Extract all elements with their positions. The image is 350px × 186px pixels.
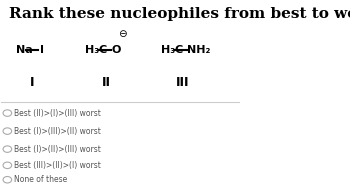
Text: NH₂: NH₂ [187, 45, 210, 55]
Text: Best (III)>(II)>(I) worst: Best (III)>(II)>(I) worst [14, 161, 102, 170]
Text: II: II [102, 76, 111, 89]
Text: I: I [30, 76, 35, 89]
Text: H₃C: H₃C [161, 45, 183, 55]
Text: O: O [112, 45, 121, 55]
Text: Best (I)>(III)>(II) worst: Best (I)>(III)>(II) worst [14, 127, 102, 136]
Text: ⊖: ⊖ [118, 29, 127, 39]
Text: Best (I)>(II)>(III) worst: Best (I)>(II)>(III) worst [14, 145, 102, 154]
Text: None of these: None of these [14, 175, 68, 184]
Text: H₃C: H₃C [85, 45, 107, 55]
Text: Rank these nucleophiles from best to worst: Rank these nucleophiles from best to wor… [8, 7, 350, 21]
Text: Best (II)>(I)>(III) worst: Best (II)>(I)>(III) worst [14, 109, 102, 118]
Text: Na: Na [16, 45, 33, 55]
Text: I: I [40, 45, 43, 55]
Text: III: III [176, 76, 189, 89]
